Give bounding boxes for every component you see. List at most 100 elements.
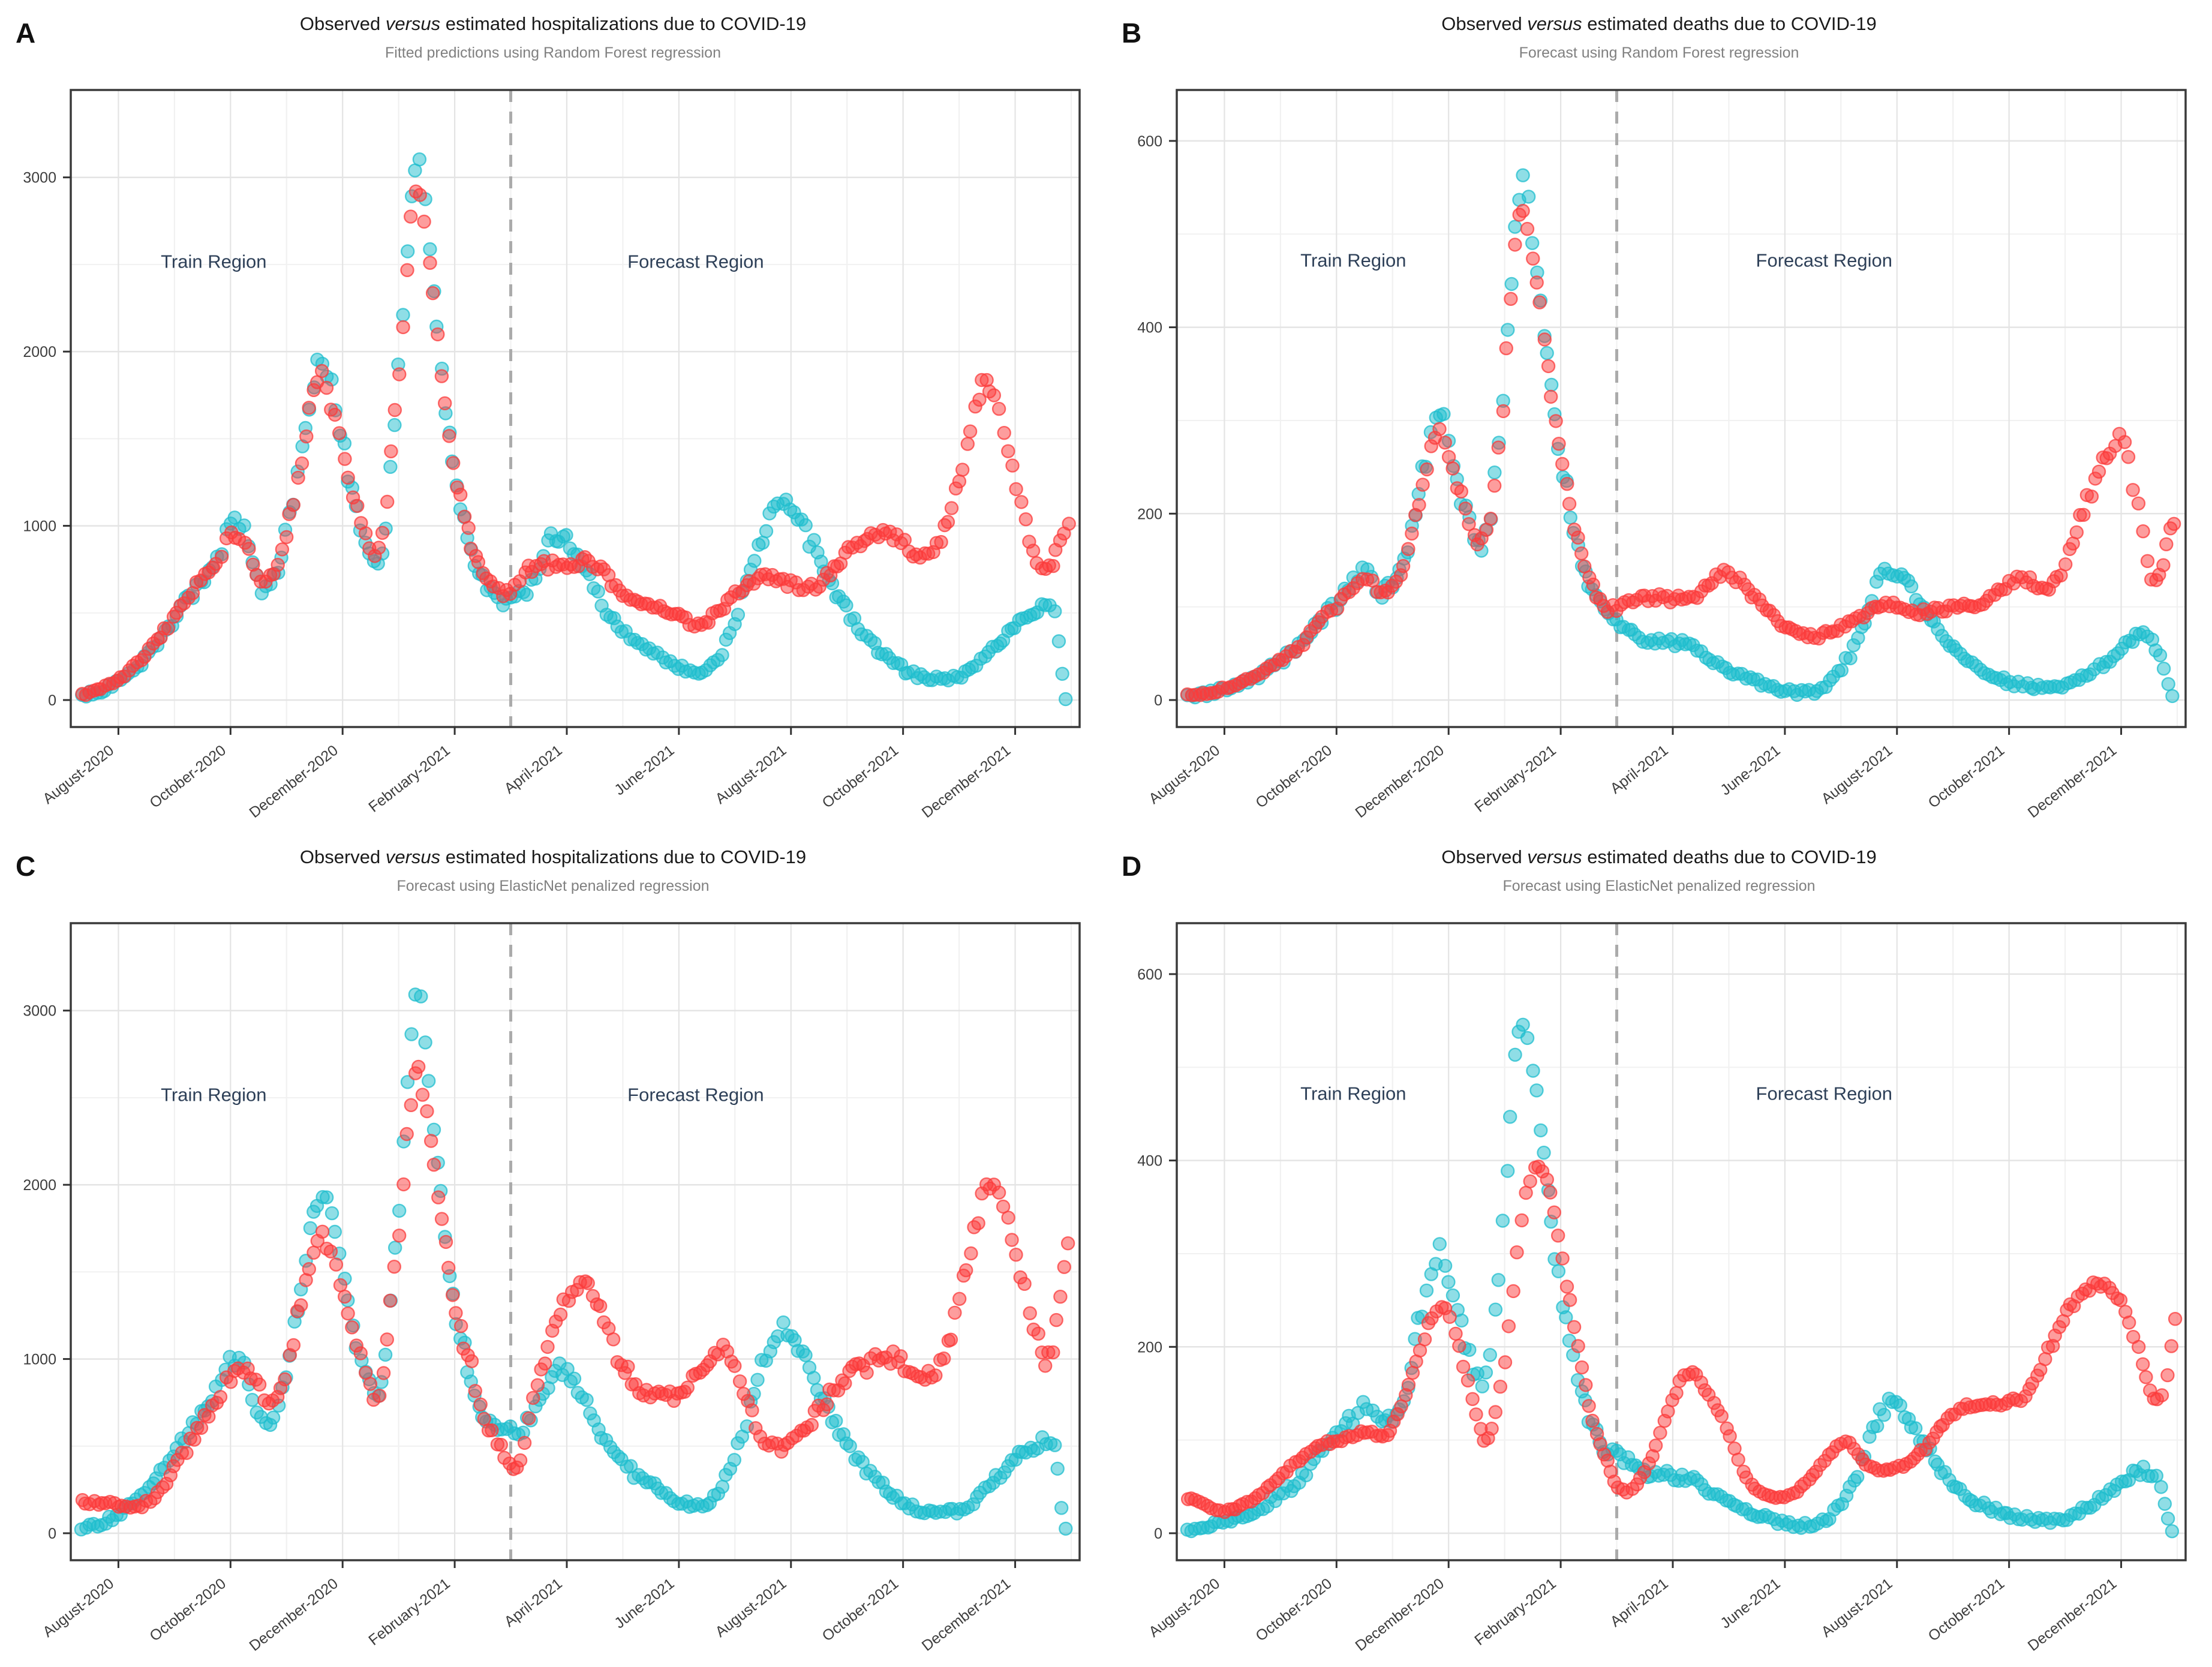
scatter-points	[74, 987, 1075, 1537]
x-tick-label: August-2020	[40, 1575, 117, 1641]
y-tick-label: 2000	[23, 344, 56, 361]
x-tick-label: August-2020	[40, 742, 117, 807]
axis-tick-labels: August-2020 October-2020 December-2020 Febr…	[1137, 966, 2120, 1654]
train-region-label: Train Region	[161, 1085, 266, 1106]
x-tick-label: August-2021	[712, 742, 789, 807]
x-tick-label: February-2021	[365, 742, 453, 816]
observed-series	[74, 152, 1073, 707]
scatter-points	[1180, 1017, 2183, 1539]
x-tick-label: December-2021	[919, 1575, 1014, 1654]
x-tick-label: August-2021	[712, 1575, 789, 1641]
chart-canvas-A: August-2020 October-2020 December-2020 Febr…	[23, 89, 1081, 821]
x-tick-label: October-2020	[1252, 1575, 1335, 1645]
x-tick-label: June-2021	[1717, 1575, 1783, 1632]
panel-border	[1176, 89, 2187, 728]
train-region-label: Train Region	[1300, 1083, 1406, 1104]
estimated-series	[75, 1059, 1075, 1515]
estimated-series	[1180, 1160, 2183, 1519]
forecast-region-label: Forecast Region	[1756, 1083, 1892, 1104]
scatter-points	[1180, 168, 2181, 705]
gridlines	[1177, 923, 2186, 1560]
x-tick-label: October-2021	[1925, 742, 2008, 812]
region-annotations: Train Region Forecast Region	[1300, 250, 1892, 271]
x-tick-label: April-2021	[501, 1575, 566, 1630]
x-tick-label: August-2020	[1146, 1575, 1223, 1641]
scatter-points	[74, 152, 1076, 707]
y-tick-label: 0	[1154, 692, 1162, 709]
x-tick-label: December-2021	[2025, 742, 2120, 821]
x-tick-label: August-2020	[1146, 742, 1223, 807]
x-tick-label: August-2021	[1818, 742, 1895, 807]
x-tick-label: December-2021	[919, 742, 1014, 821]
y-tick-label: 3000	[23, 1003, 56, 1020]
axis-ticks	[63, 176, 1017, 735]
x-tick-label: February-2021	[1471, 742, 1559, 816]
observed-series	[1180, 1017, 2180, 1539]
x-tick-label: December-2020	[1352, 742, 1447, 821]
gridlines	[1177, 90, 2186, 727]
estimated-series	[1180, 203, 2181, 702]
axis-ticks	[63, 1010, 1017, 1568]
x-tick-label: October-2021	[819, 1575, 902, 1645]
x-tick-label: December-2021	[2025, 1575, 2120, 1654]
x-tick-label: October-2021	[819, 742, 902, 812]
x-tick-label: April-2021	[1607, 1575, 1672, 1630]
x-tick-label: December-2020	[1352, 1575, 1447, 1654]
y-tick-label: 600	[1137, 133, 1162, 150]
x-tick-label: December-2020	[246, 742, 341, 821]
axis-ticks	[1169, 140, 2123, 735]
panel-subtitle-A: Fitted predictions using Random Forest r…	[385, 44, 721, 61]
y-tick-label: 400	[1137, 320, 1162, 337]
region-annotations: Train Region Forecast Region	[161, 251, 764, 272]
train-region-label: Train Region	[161, 251, 266, 272]
panel-B: B Observed versus estimated deaths due t…	[1106, 0, 2212, 833]
panel-D: D Observed versus estimated deaths due t…	[1106, 833, 2212, 1666]
y-tick-label: 200	[1137, 1339, 1162, 1356]
panel-title-A: Observed versus estimated hospitalizatio…	[299, 13, 807, 34]
panel-title-C: Observed versus estimated hospitalizatio…	[299, 846, 807, 867]
panel-title-D: Observed versus estimated deaths due to …	[1441, 846, 1877, 867]
gridlines	[71, 923, 1080, 1560]
x-tick-label: December-2020	[246, 1575, 341, 1654]
panel-letter-D: D	[1122, 851, 1142, 882]
chart-canvas-C: August-2020 October-2020 December-2020 Febr…	[23, 922, 1081, 1654]
axis-tick-labels: August-2020 October-2020 December-2020 Febr…	[1137, 133, 2120, 821]
y-tick-label: 400	[1137, 1153, 1162, 1170]
x-tick-label: August-2021	[1818, 1575, 1895, 1641]
panel-border	[70, 89, 1081, 728]
region-annotations: Train Region Forecast Region	[1300, 1083, 1892, 1104]
y-tick-label: 200	[1137, 506, 1162, 522]
forecast-region-label: Forecast Region	[1756, 250, 1892, 271]
x-tick-label: April-2021	[501, 742, 566, 797]
panel-letter-A: A	[16, 17, 36, 49]
y-tick-label: 1000	[23, 518, 56, 535]
panel-title-B: Observed versus estimated deaths due to …	[1441, 13, 1877, 34]
x-tick-label: June-2021	[611, 1575, 677, 1632]
panel-A: A Observed versus estimated hospitalizat…	[0, 0, 1106, 833]
x-tick-label: June-2021	[611, 742, 677, 799]
panel-border	[70, 922, 1081, 1561]
x-tick-label: April-2021	[1607, 742, 1672, 797]
observed-series	[1180, 168, 2180, 705]
panel-C: C Observed versus estimated hospitalizat…	[0, 833, 1106, 1666]
y-tick-label: 0	[1154, 1525, 1162, 1542]
train-region-label: Train Region	[1300, 250, 1406, 271]
panel-subtitle-B: Forecast using Random Forest regression	[1519, 44, 1799, 61]
x-tick-label: October-2020	[146, 742, 229, 812]
x-tick-label: October-2020	[146, 1575, 229, 1645]
x-tick-label: October-2021	[1925, 1575, 2008, 1645]
y-tick-label: 0	[48, 692, 56, 709]
observed-series	[74, 987, 1073, 1537]
x-tick-label: June-2021	[1717, 742, 1783, 799]
region-annotations: Train Region Forecast Region	[161, 1085, 764, 1106]
panel-border	[1176, 922, 2187, 1561]
forecast-region-label: Forecast Region	[627, 251, 764, 272]
estimated-series	[75, 184, 1076, 702]
x-tick-label: February-2021	[1471, 1575, 1559, 1649]
chart-canvas-D: August-2020 October-2020 December-2020 Febr…	[1137, 922, 2187, 1654]
panel-subtitle-D: Forecast using ElasticNet penalized regr…	[1502, 878, 1816, 894]
x-tick-label: October-2020	[1252, 742, 1335, 812]
axis-ticks	[1169, 973, 2123, 1568]
chart-canvas-B: August-2020 October-2020 December-2020 Febr…	[1137, 89, 2187, 821]
panel-subtitle-C: Forecast using ElasticNet penalized regr…	[396, 878, 710, 894]
